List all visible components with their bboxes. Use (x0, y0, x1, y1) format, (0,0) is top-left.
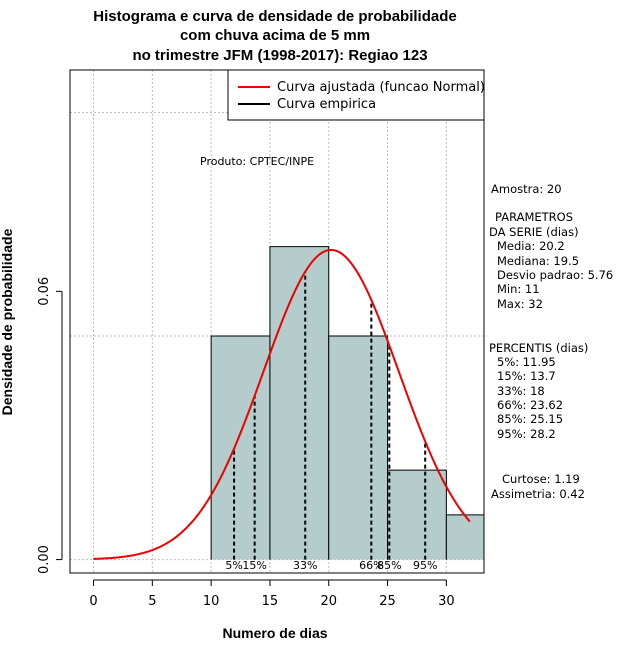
params-header-1: PARAMETROS (495, 210, 573, 224)
normal-curve (93, 248, 471, 560)
y-axis: 0.00 0.06 (37, 277, 63, 574)
percentil-95: 95%: 28.2 (497, 427, 556, 441)
x-tick-label: 30 (438, 594, 455, 609)
x-tick-label: 25 (379, 594, 396, 609)
percentil-33: 33%: 18 (497, 384, 545, 398)
product-label: Produto: CPTEC/INPE (200, 155, 314, 168)
x-tick-label: 15 (262, 594, 279, 609)
percentis-header: PERCENTIS (dias) (489, 341, 588, 355)
histogram-bar (269, 246, 329, 560)
x-axis-title: Numero de dias (222, 625, 327, 641)
param-min: Min: 11 (497, 282, 540, 296)
title-line-1: Histograma e curva de densidade de proba… (93, 8, 456, 25)
percentile-label: 5% (225, 559, 242, 572)
percentile-label: 85% (377, 559, 401, 572)
sample-size: Amostra: 20 (491, 182, 562, 196)
histogram-bar (387, 470, 447, 560)
legend-label-empirical: Curva empirica (277, 97, 376, 112)
stats-panel: Amostra: 20 PARAMETROS DA SERIE (dias) M… (489, 182, 613, 501)
y-axis-title: Densidade de probabilidade (0, 228, 15, 415)
x-tick-label: 20 (320, 594, 337, 609)
param-mediana: Mediana: 19.5 (497, 254, 579, 268)
histogram-bar-outline (328, 335, 389, 560)
percentil-15: 15%: 13.7 (497, 369, 556, 383)
assimetria: Assimetria: 0.42 (491, 487, 585, 501)
x-axis: 0 5 10 15 20 25 30 (89, 579, 455, 609)
percentil-85: 85%: 25.15 (497, 412, 563, 426)
percentil-5: 5%: 11.95 (497, 355, 556, 369)
x-tick-label: 10 (203, 594, 220, 609)
curtose: Curtose: 1.19 (502, 472, 580, 486)
histogram-bar (328, 336, 388, 560)
param-max: Max: 32 (497, 297, 543, 311)
param-desvio: Desvio padrao: 5.76 (497, 268, 613, 282)
title-line-2: com chuva acima de 5 mm (180, 27, 370, 44)
histogram-bar-outline (445, 514, 484, 560)
legend-label-fitted: Curva ajustada (funcao Normal) (277, 80, 485, 95)
title-line-3: no trimestre JFM (1998-2017): Regiao 123 (132, 47, 427, 64)
percentile-label: 66% (359, 559, 383, 572)
x-tick-label: 0 (89, 594, 97, 609)
percentile-label: 15% (242, 559, 266, 572)
legend: Curva ajustada (funcao Normal) Curva emp… (227, 69, 485, 121)
params-header-2: DA SERIE (dias) (489, 225, 579, 239)
percentile-label: 95% (413, 559, 437, 572)
x-tick-label: 5 (148, 594, 156, 609)
percentil-66: 66%: 23.62 (497, 398, 563, 412)
y-tick-label: 0.00 (37, 545, 52, 574)
histogram-bars (210, 246, 484, 560)
histogram-bar (211, 336, 270, 560)
percentile-lines: 5% 15% 33% 66%85% 95% (225, 271, 437, 572)
legend-box (227, 69, 485, 121)
chart-title: Histograma e curva de densidade de proba… (93, 8, 456, 64)
param-media: Media: 20.2 (497, 239, 565, 253)
percentile-label: 33% (293, 559, 317, 572)
histogram-bar (446, 514, 484, 560)
y-tick-label: 0.06 (37, 277, 52, 306)
